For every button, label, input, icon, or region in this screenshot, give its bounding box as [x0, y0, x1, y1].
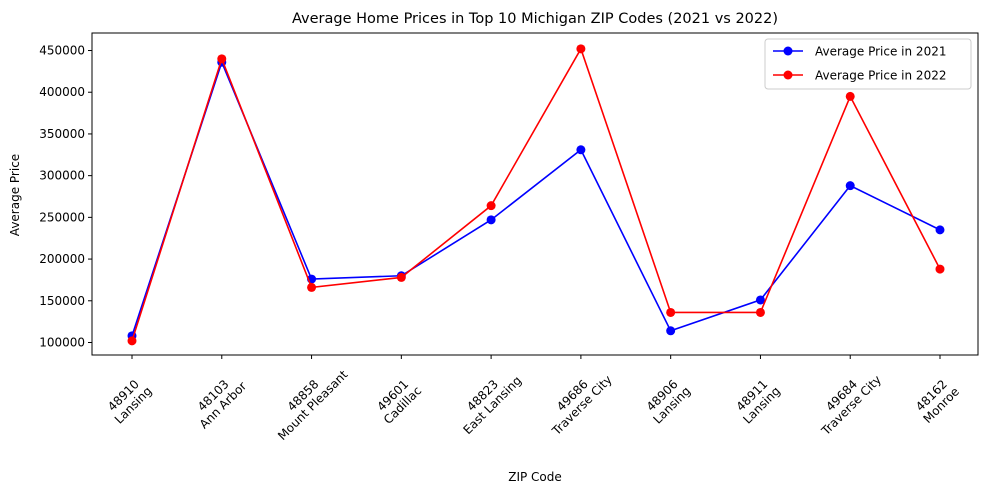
data-point-2022: [127, 336, 137, 346]
data-point-2022: [307, 282, 317, 292]
axes-frame: [91, 32, 979, 356]
plot-area: 100000 150000 200000 250000 300000 350000 4000…: [39, 32, 979, 443]
legend-marker: [783, 46, 793, 56]
y-tick-label: 400000: [39, 85, 85, 99]
x-tick-label: 49684Traverse City: [808, 363, 884, 439]
data-point-2021: [486, 215, 496, 225]
data-point-2022: [755, 307, 765, 317]
x-axis-title: ZIP Code: [508, 470, 562, 484]
x-tick-label: 48823East Lansing: [451, 364, 525, 438]
legend-box: [764, 38, 972, 90]
y-tick-label: 100000: [39, 335, 85, 349]
data-point-2021: [576, 145, 586, 155]
data-point-2022: [666, 307, 676, 317]
data-point-2021: [666, 326, 676, 336]
x-tick-label: 48910Lansing: [102, 374, 155, 427]
data-point-2022: [935, 264, 945, 274]
y-tick-label: 300000: [39, 169, 85, 183]
data-point-2021: [935, 225, 945, 235]
y-tick-label: 150000: [39, 294, 85, 308]
data-point-2022: [576, 44, 586, 54]
x-tick-label: 48103Ann Arbor: [187, 369, 249, 431]
legend-label: Average Price in 2021: [815, 45, 946, 59]
x-tick-label: 48858Mount Pleasant: [265, 358, 350, 443]
data-point-2022: [486, 201, 496, 211]
data-point-2021: [845, 181, 855, 191]
y-tick-label: 450000: [39, 44, 85, 58]
y-tick-label: 350000: [39, 127, 85, 141]
y-axis-title: Average Price: [8, 154, 22, 236]
x-tick-label: 49686Traverse City: [539, 363, 615, 439]
x-tick-label: 48911Lansing: [731, 374, 784, 427]
x-tick-label: 48162Monroe: [911, 375, 962, 426]
legend-label: Average Price in 2022: [815, 69, 946, 83]
data-point-2022: [845, 91, 855, 101]
x-tick-label: 48906Lansing: [641, 374, 694, 427]
y-tick-label: 200000: [39, 252, 85, 266]
chart-title: Average Home Prices in Top 10 Michigan Z…: [292, 11, 778, 27]
data-point-2022: [396, 272, 406, 282]
legend-marker: [783, 70, 793, 80]
series-line-2021: [131, 59, 941, 337]
data-point-2021: [755, 295, 765, 305]
series-line-2022: [131, 46, 941, 342]
data-point-2022: [217, 54, 227, 64]
x-tick-label: 49601Cadillac: [371, 374, 424, 427]
y-tick-label: 250000: [39, 210, 85, 224]
